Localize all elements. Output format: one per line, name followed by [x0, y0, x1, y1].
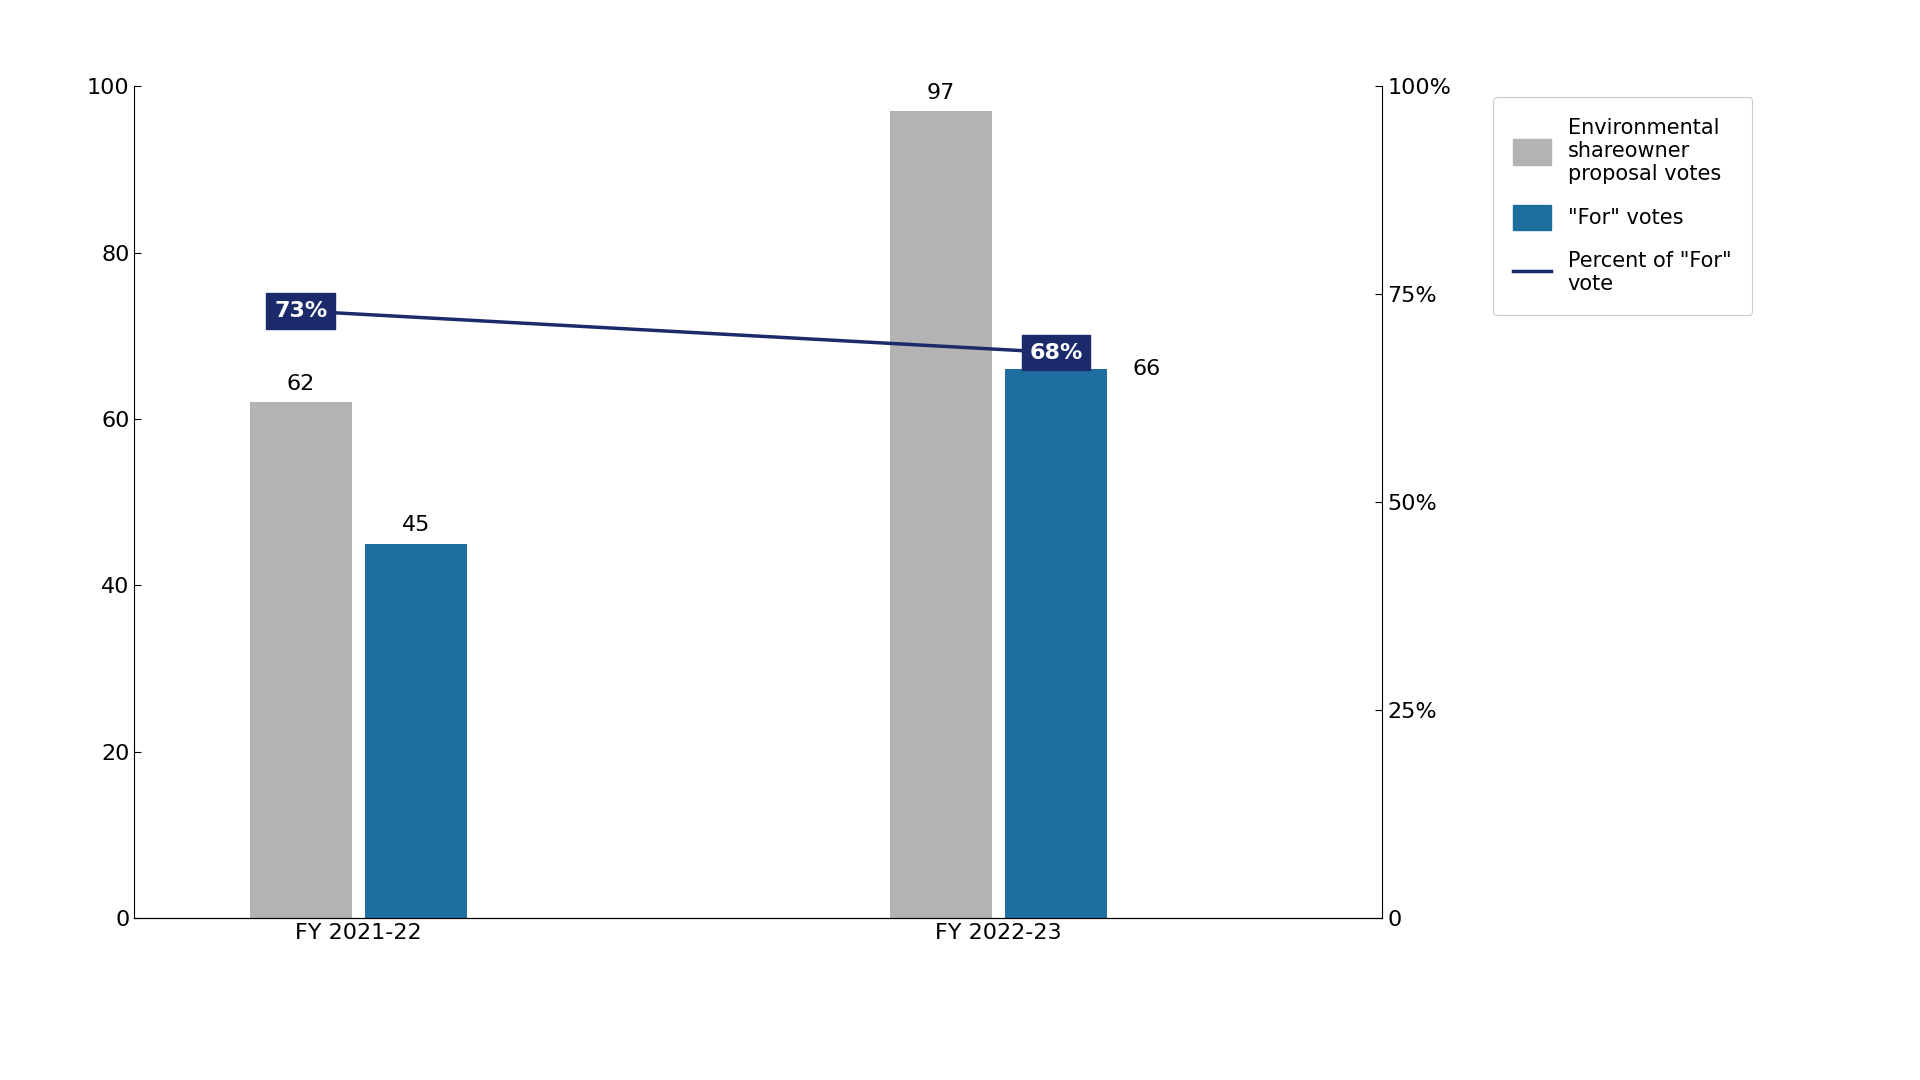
Text: 73%: 73% [275, 301, 328, 321]
Bar [889, 111, 993, 918]
Bar [365, 543, 467, 918]
Legend: Environmental
shareowner
proposal votes, "For" votes, Percent of "For"
vote: Environmental shareowner proposal votes,… [1492, 97, 1753, 315]
Text: 68%: 68% [1029, 342, 1083, 363]
Text: 66: 66 [1133, 360, 1162, 379]
Bar [1004, 369, 1108, 918]
Text: 97: 97 [927, 83, 954, 103]
Text: 62: 62 [286, 374, 315, 394]
Text: 45: 45 [401, 515, 430, 536]
Bar [250, 403, 351, 918]
